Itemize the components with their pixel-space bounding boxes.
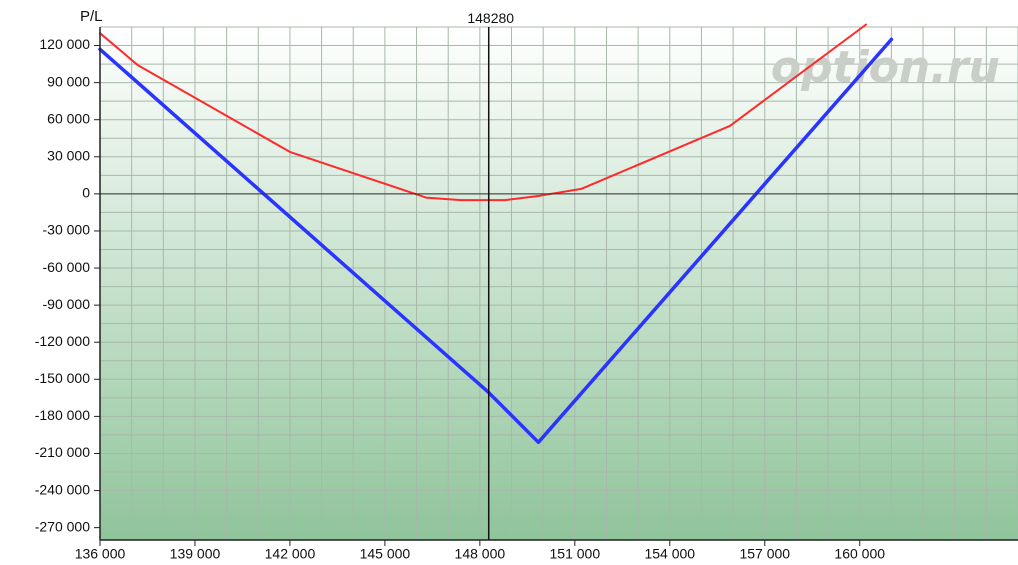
marker-label: 148280 xyxy=(467,10,514,26)
x-tick-label: 142 000 xyxy=(265,545,316,561)
series-line-1 xyxy=(99,23,868,202)
x-tick-label: 136 000 xyxy=(75,545,126,561)
x-tick-label: 154 000 xyxy=(644,545,695,561)
y-tick-label: -240 000 xyxy=(35,481,90,497)
x-tick-label: 139 000 xyxy=(170,545,221,561)
y-tick-label: 30 000 xyxy=(47,147,90,163)
x-tick-label: 145 000 xyxy=(360,545,411,561)
x-tick-label: 160 000 xyxy=(834,545,885,561)
x-tick-label: 151 000 xyxy=(550,545,601,561)
grid-lines xyxy=(99,26,1018,540)
y-tick-label: -120 000 xyxy=(35,333,90,349)
y-tick-label: -210 000 xyxy=(35,444,90,460)
plot-background xyxy=(100,27,1018,540)
y-tick-label: -60 000 xyxy=(43,259,91,275)
y-tick-label: 60 000 xyxy=(47,110,90,126)
y-tick-label: -90 000 xyxy=(43,296,91,312)
y-tick-label: -150 000 xyxy=(35,370,90,386)
y-tick-label: -270 000 xyxy=(35,518,90,534)
x-tick-label: 157 000 xyxy=(739,545,790,561)
y-tick-label: 120 000 xyxy=(39,36,90,52)
y-tick-label: 90 000 xyxy=(47,73,90,89)
y-tick-label: -180 000 xyxy=(35,407,90,423)
y-tick-label: 0 xyxy=(82,185,90,201)
x-tick-label: 148 000 xyxy=(455,545,506,561)
watermark-text: option.ru xyxy=(771,42,1000,93)
series-line-2 xyxy=(98,37,894,445)
series-layer xyxy=(98,23,894,445)
axis-ticks: 120 000 90 000 60 000 30 000 0 -30 000 -60 000… xyxy=(35,36,886,561)
y-tick-label: -30 000 xyxy=(43,222,91,238)
y-axis-label: P/L xyxy=(80,8,103,25)
